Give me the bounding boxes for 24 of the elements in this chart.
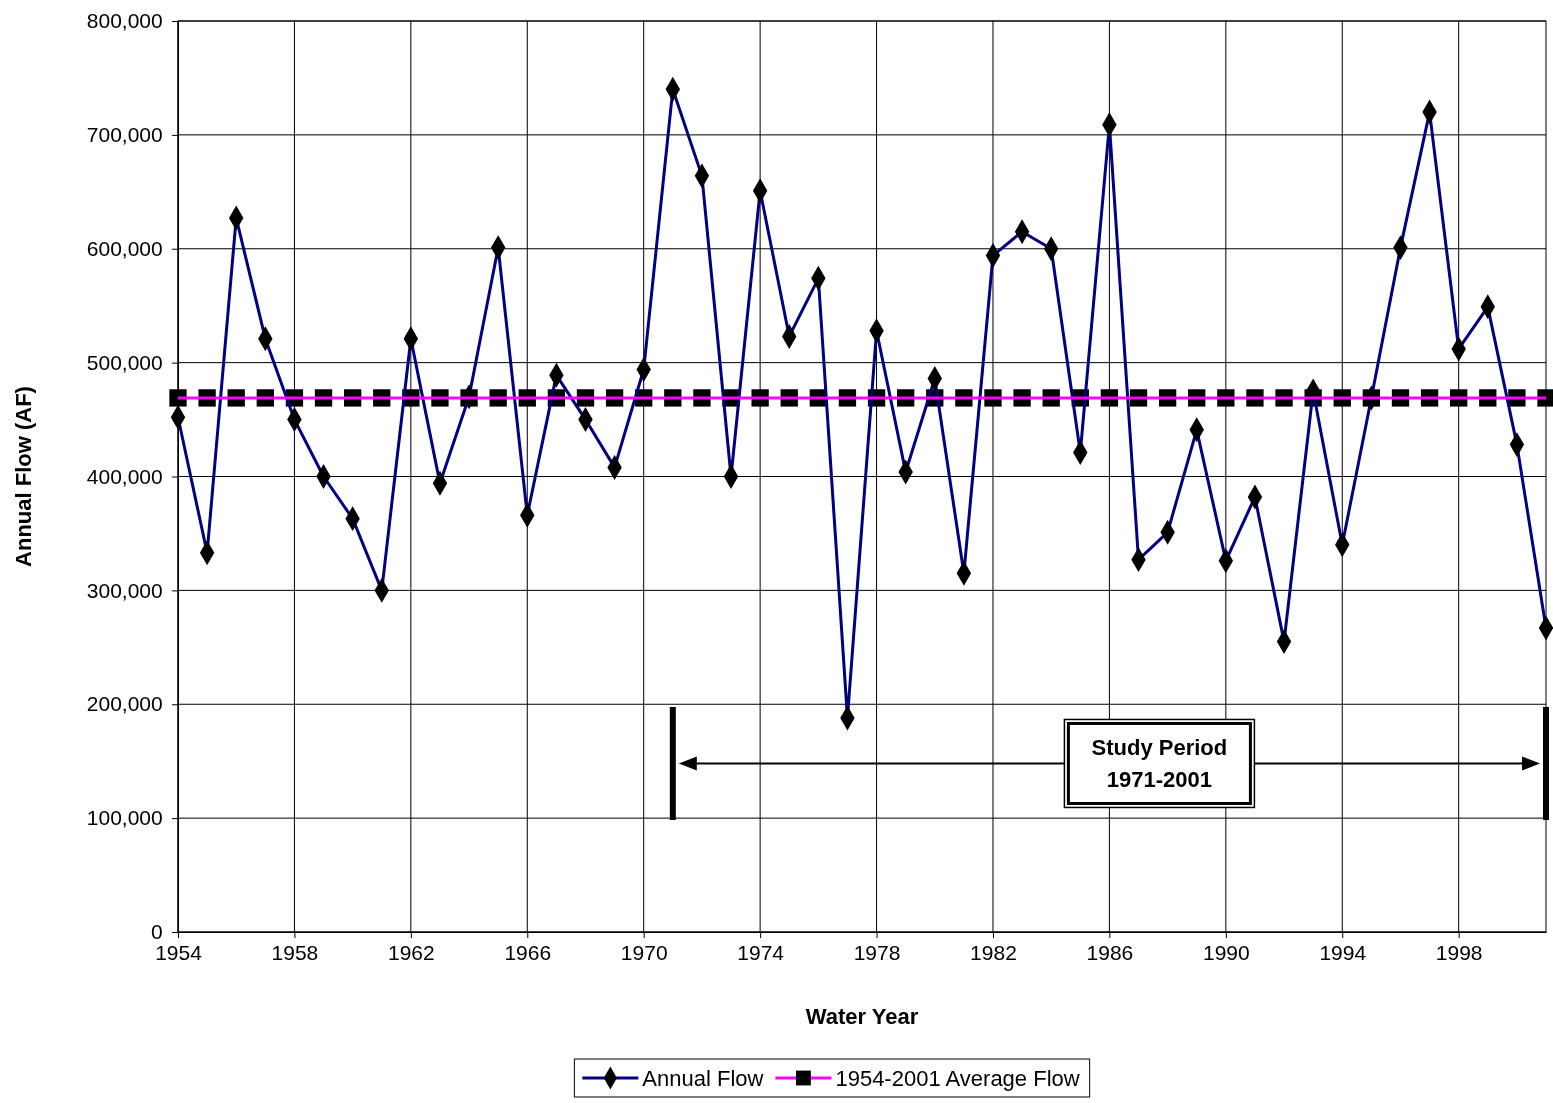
x-tick-label: 1986 [1086,940,1134,964]
x-tick-label: 1990 [1202,940,1250,964]
y-tick-label: 100,000 [86,806,163,830]
x-tick-label: 1958 [271,940,319,964]
x-tick-label: 1970 [620,940,668,964]
y-axis-title: Annual Flow (AF) [11,386,36,567]
y-tick-label: 600,000 [86,236,163,260]
x-tick-label: 1962 [387,940,435,964]
y-tick-label: 300,000 [86,578,163,602]
x-tick-label: 1982 [970,940,1017,964]
legend-label: Annual Flow [642,1066,764,1091]
annotation: Study Period 1971-2001 [1091,735,1228,793]
x-axis-title: Water Year [805,1004,919,1029]
x-tick-label: 1994 [1319,940,1367,964]
y-tick-label: 700,000 [86,123,163,147]
y-tick-label: 200,000 [86,692,163,716]
x-tick-label: 1974 [737,940,785,964]
y-tick-label: 500,000 [86,350,163,374]
x-tick-label: 1978 [853,940,901,964]
x-tick-label: 1998 [1435,940,1483,964]
x-tick-label: 1966 [504,940,552,964]
y-tick-label: 800,000 [86,9,163,33]
legend-label: 1954-2001 Average Flow [835,1066,1080,1091]
y-tick-label: 400,000 [86,464,163,488]
